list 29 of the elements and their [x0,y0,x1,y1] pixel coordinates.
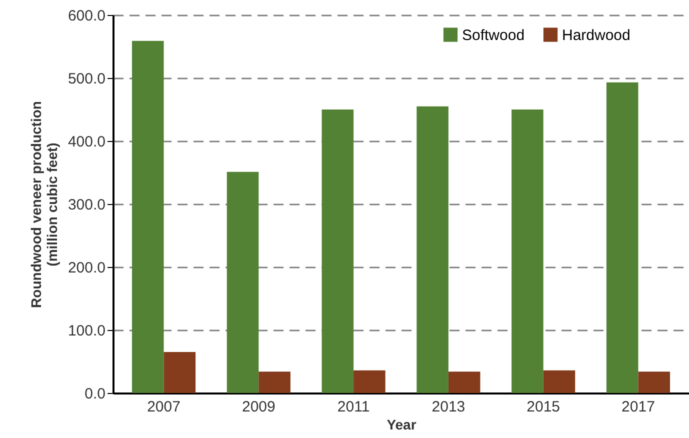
y-tick-label: 600.0 [68,8,106,24]
y-tick-label: 100.0 [68,322,106,340]
bar [354,370,386,393]
bar [322,110,354,393]
bar [132,40,164,393]
x-axis-title: Year [386,416,417,432]
y-tick-label: 400.0 [68,134,106,150]
y-tick-label: 200.0 [68,260,106,276]
bar [416,106,448,393]
bar [226,172,259,393]
bar [448,372,480,393]
x-tick-label: 2007 [147,398,180,416]
y-tick-label: 0.0 [84,386,106,402]
x-tick-label: 2011 [337,398,370,416]
bar [164,352,196,393]
bar [606,82,638,393]
x-tick-label: 2015 [526,398,560,416]
legend-label: Hardwood [562,26,630,44]
x-tick-label: 2013 [432,398,466,416]
bar [512,110,544,393]
legend-label: Softwood [462,26,525,44]
y-tick-label: 500.0 [68,70,106,88]
bar [258,372,290,393]
x-tick-label: 2017 [622,398,655,416]
x-tick-label: 2009 [242,398,276,416]
y-tick-label: 300.0 [68,196,106,214]
bar [543,370,576,393]
bar [638,372,670,393]
y-axis-title: Roundwood veneer production (million cubic feet) [28,101,60,308]
